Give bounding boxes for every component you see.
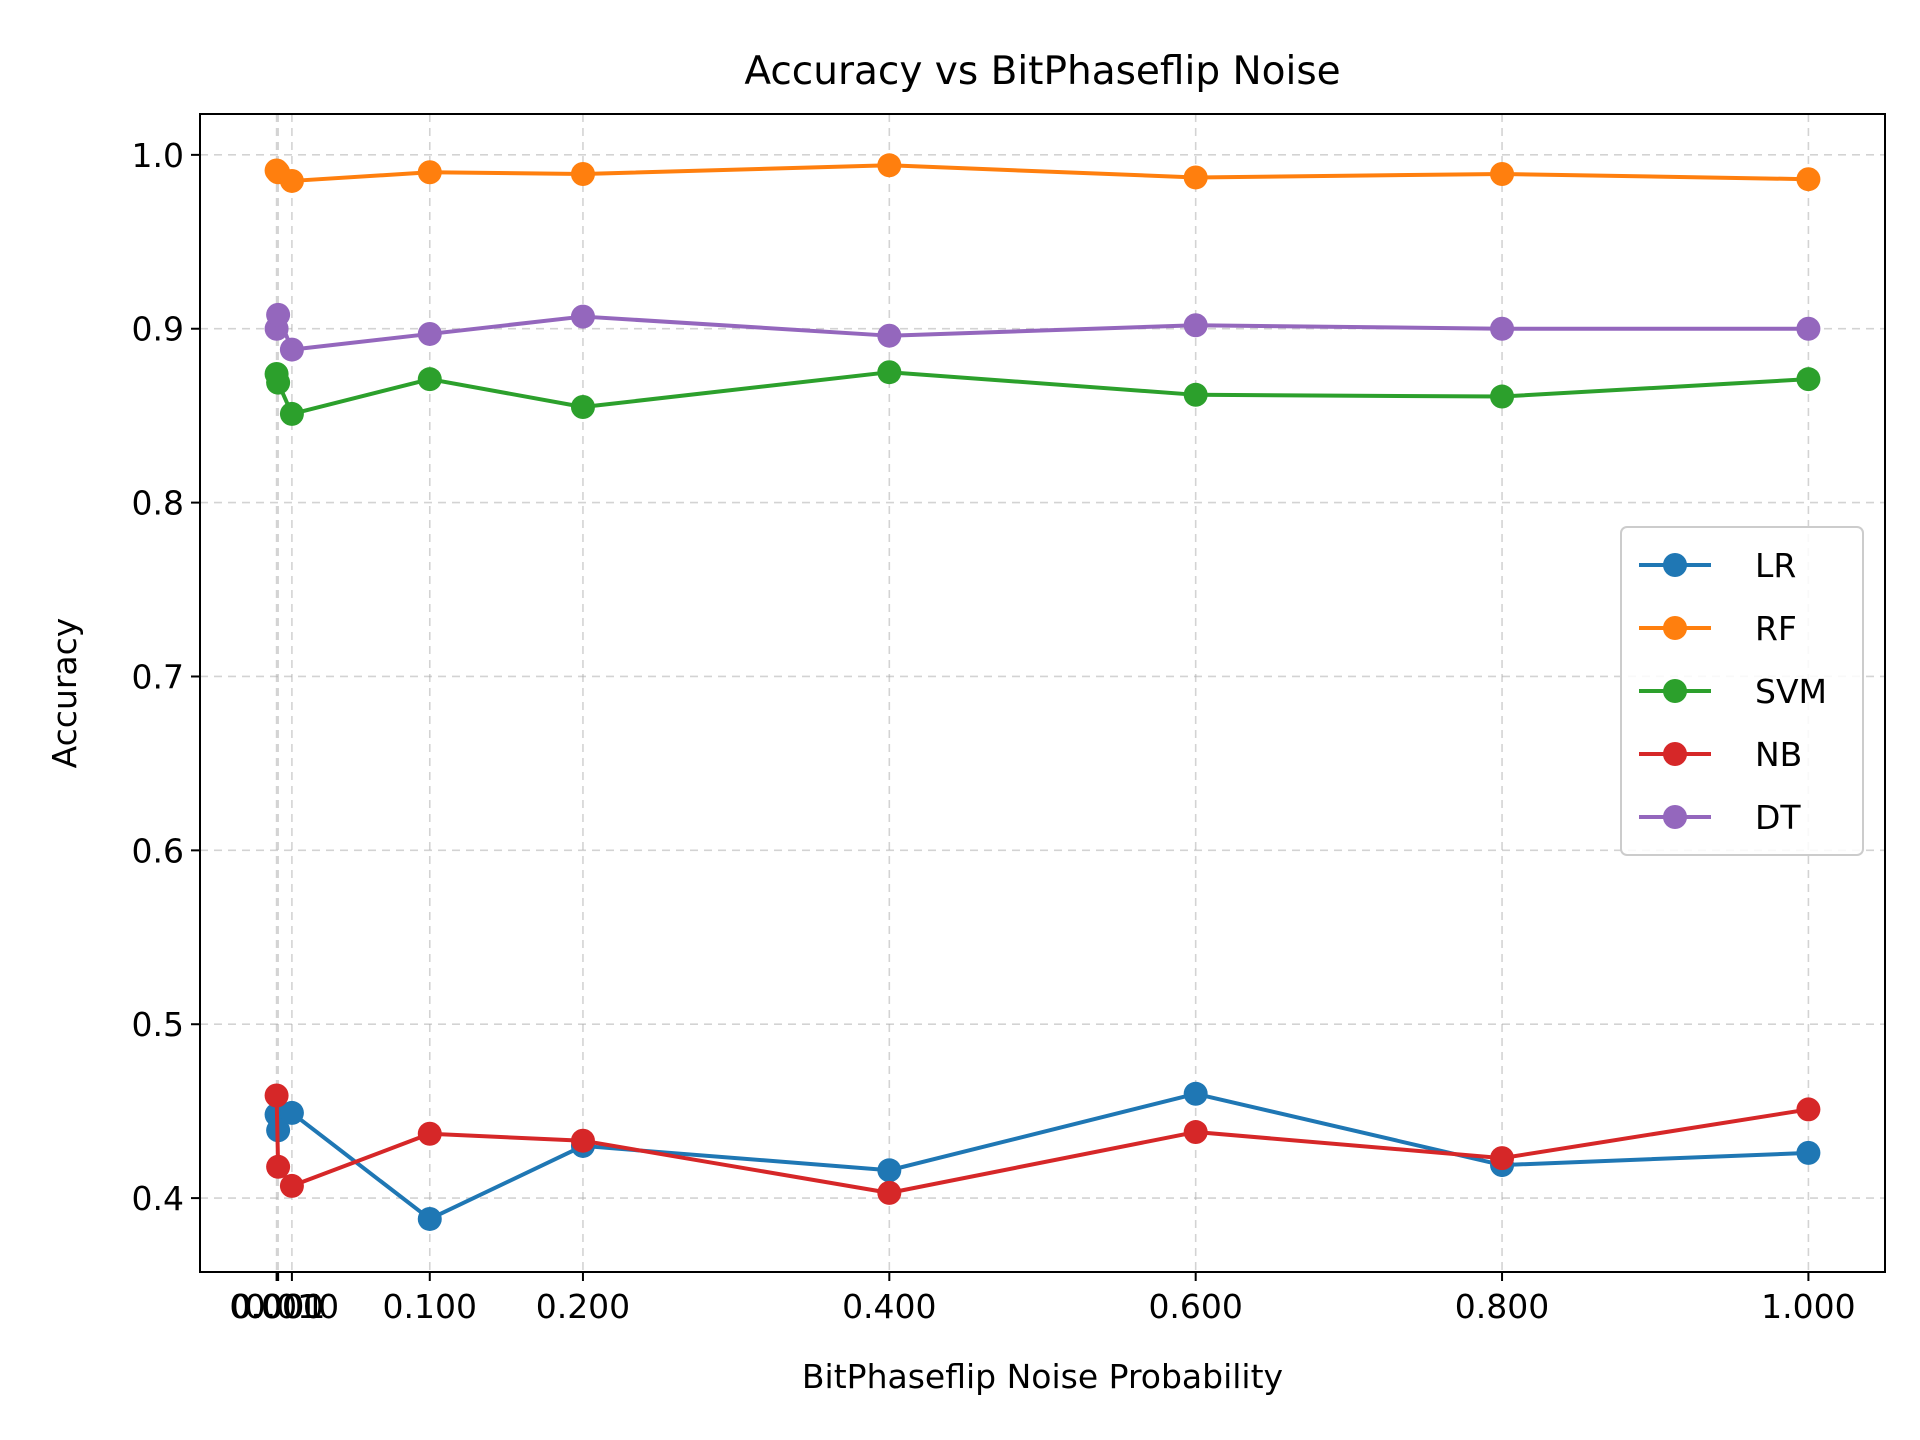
series-svm: [264, 360, 1821, 426]
data-point-svm-6: [1183, 382, 1208, 407]
x-tick-label-8: 1.000: [1761, 1287, 1855, 1326]
data-point-dt-2: [279, 337, 304, 362]
legend-label-rf: RF: [1755, 609, 1797, 648]
data-point-nb-5: [877, 1180, 902, 1205]
y-tick-label-3: 0.7: [132, 657, 184, 696]
data-point-svm-5: [877, 360, 902, 385]
x-tick-label-1: 0.001: [231, 1287, 325, 1326]
x-tick-label-7: 0.800: [1455, 1287, 1549, 1326]
legend-label-svm: SVM: [1755, 672, 1827, 711]
data-point-svm-2: [279, 401, 304, 426]
data-point-rf-3: [417, 160, 442, 185]
data-point-svm-7: [1490, 384, 1515, 409]
data-point-svm-1: [266, 370, 291, 395]
data-point-rf-5: [877, 153, 902, 178]
data-point-nb-8: [1796, 1097, 1821, 1122]
data-point-rf-2: [279, 168, 304, 193]
data-point-dt-1: [266, 302, 291, 327]
data-point-nb-1: [266, 1154, 291, 1179]
legend: LR RF SVM NB DT: [1620, 526, 1864, 856]
data-point-lr-3: [417, 1206, 442, 1231]
legend-marker-lr: [1663, 553, 1687, 577]
data-point-lr-5: [877, 1158, 902, 1183]
legend-label-lr: LR: [1755, 546, 1796, 585]
data-point-dt-8: [1796, 316, 1821, 341]
legend-marker-svm: [1663, 679, 1687, 703]
data-point-dt-3: [417, 321, 442, 346]
data-point-dt-6: [1183, 313, 1208, 338]
x-tick-label-4: 0.200: [536, 1287, 630, 1326]
plot-frame: [199, 113, 1886, 1273]
series-rf: [264, 153, 1821, 193]
data-point-svm-8: [1796, 367, 1821, 392]
series-layer: [264, 153, 1821, 1231]
data-point-nb-4: [570, 1128, 595, 1153]
x-tick-label-2: 0.010: [245, 1287, 339, 1326]
data-point-svm-4: [570, 394, 595, 419]
y-tick-label-6: 1.0: [132, 136, 184, 175]
legend-box: [1620, 526, 1864, 856]
data-point-nb-6: [1183, 1120, 1208, 1145]
data-point-nb-2: [279, 1173, 304, 1198]
data-point-svm-3: [417, 367, 442, 392]
x-tick-label-0: 0.000: [229, 1287, 323, 1326]
legend-marker-nb: [1663, 742, 1687, 766]
series-nb: [264, 1083, 1821, 1205]
chart-title: Accuracy vs BitPhaseflip Noise: [744, 49, 1340, 94]
data-point-nb-7: [1490, 1146, 1515, 1171]
data-point-rf-8: [1796, 167, 1821, 192]
data-point-lr-2: [279, 1100, 304, 1125]
data-point-lr-6: [1183, 1081, 1208, 1106]
x-tick-label-3: 0.100: [383, 1287, 477, 1326]
x-tick-label-6: 0.600: [1148, 1287, 1242, 1326]
y-tick-label-2: 0.6: [132, 831, 184, 870]
y-tick-label-4: 0.8: [132, 484, 184, 523]
y-tick-label-5: 0.9: [132, 310, 184, 349]
data-point-nb-0: [264, 1083, 289, 1108]
x-axis-label: BitPhaseflip Noise Probability: [802, 1357, 1283, 1396]
y-axis-label: Accuracy: [45, 618, 84, 769]
data-point-dt-7: [1490, 316, 1515, 341]
x-tick-label-5: 0.400: [842, 1287, 936, 1326]
legend-label-dt: DT: [1755, 798, 1801, 837]
data-point-nb-3: [417, 1121, 442, 1146]
data-point-rf-4: [570, 161, 595, 186]
data-point-rf-6: [1183, 165, 1208, 190]
legend-marker-dt: [1663, 805, 1687, 829]
data-point-dt-5: [877, 323, 902, 348]
y-tick-label-0: 0.4: [132, 1179, 184, 1218]
legend-marker-rf: [1663, 616, 1687, 640]
data-point-lr-8: [1796, 1140, 1821, 1165]
legend-label-nb: NB: [1755, 735, 1802, 774]
data-point-rf-7: [1490, 161, 1515, 186]
data-point-dt-4: [570, 304, 595, 329]
series-dt: [264, 302, 1821, 362]
y-tick-label-1: 0.5: [132, 1005, 184, 1044]
